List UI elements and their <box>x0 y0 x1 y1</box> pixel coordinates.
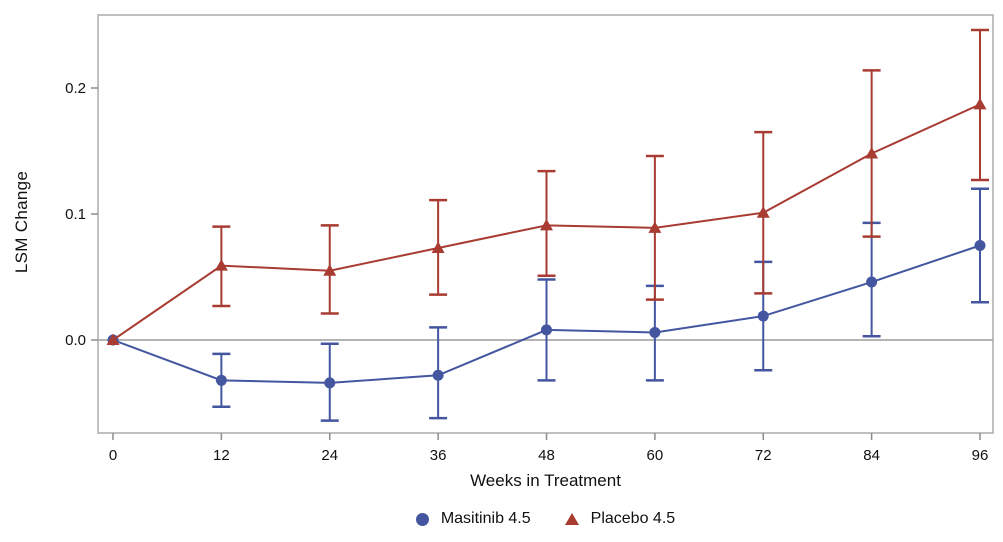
data-point-masitinib-4-5 <box>215 374 227 386</box>
data-point-placebo-4-5 <box>865 147 879 159</box>
legend-label-placebo: Placebo 4.5 <box>590 510 676 527</box>
data-point-placebo-4-5 <box>648 221 662 233</box>
y-tick-label: 0.1 <box>65 206 86 223</box>
circle-marker-icon <box>415 512 429 526</box>
x-tick-label: 0 <box>109 447 117 464</box>
x-tick-label: 84 <box>863 447 880 464</box>
data-point-masitinib-4-5 <box>432 369 444 381</box>
legend: Masitinib 4.5 Placebo 4.5 <box>98 510 993 528</box>
x-tick-label: 60 <box>647 447 664 464</box>
x-axis-title: Weeks in Treatment <box>470 471 621 490</box>
data-point-placebo-4-5 <box>540 218 553 231</box>
data-point-masitinib-4-5 <box>324 377 336 389</box>
plot-frame <box>97 14 994 434</box>
x-tick-label: 96 <box>972 447 989 464</box>
y-tick-label: 0.2 <box>65 80 86 97</box>
triangle-marker-icon <box>564 513 579 525</box>
data-point-masitinib-4-5 <box>541 324 552 336</box>
data-point-masitinib-4-5 <box>649 326 661 338</box>
data-point-masitinib-4-5 <box>757 310 769 322</box>
x-tick-label: 72 <box>755 447 772 464</box>
data-point-masitinib-4-5 <box>974 240 986 251</box>
legend-item-masitinib: Masitinib 4.5 <box>415 510 531 528</box>
data-point-placebo-4-5 <box>756 206 770 218</box>
legend-item-placebo: Placebo 4.5 <box>564 510 676 528</box>
legend-label-masitinib: Masitinib 4.5 <box>440 510 531 527</box>
data-point-placebo-4-5 <box>973 97 987 110</box>
data-point-masitinib-4-5 <box>866 276 878 288</box>
data-point-placebo-4-5 <box>214 259 228 271</box>
x-tick-label: 48 <box>538 447 555 464</box>
data-point-placebo-4-5 <box>323 264 337 276</box>
x-tick-label: 12 <box>213 447 230 464</box>
data-point-placebo-4-5 <box>431 241 445 254</box>
x-tick-label: 36 <box>430 447 447 464</box>
y-tick-label: 0.0 <box>65 332 86 349</box>
data-point-placebo-4-5 <box>106 333 120 345</box>
x-tick-label: 24 <box>321 447 338 464</box>
